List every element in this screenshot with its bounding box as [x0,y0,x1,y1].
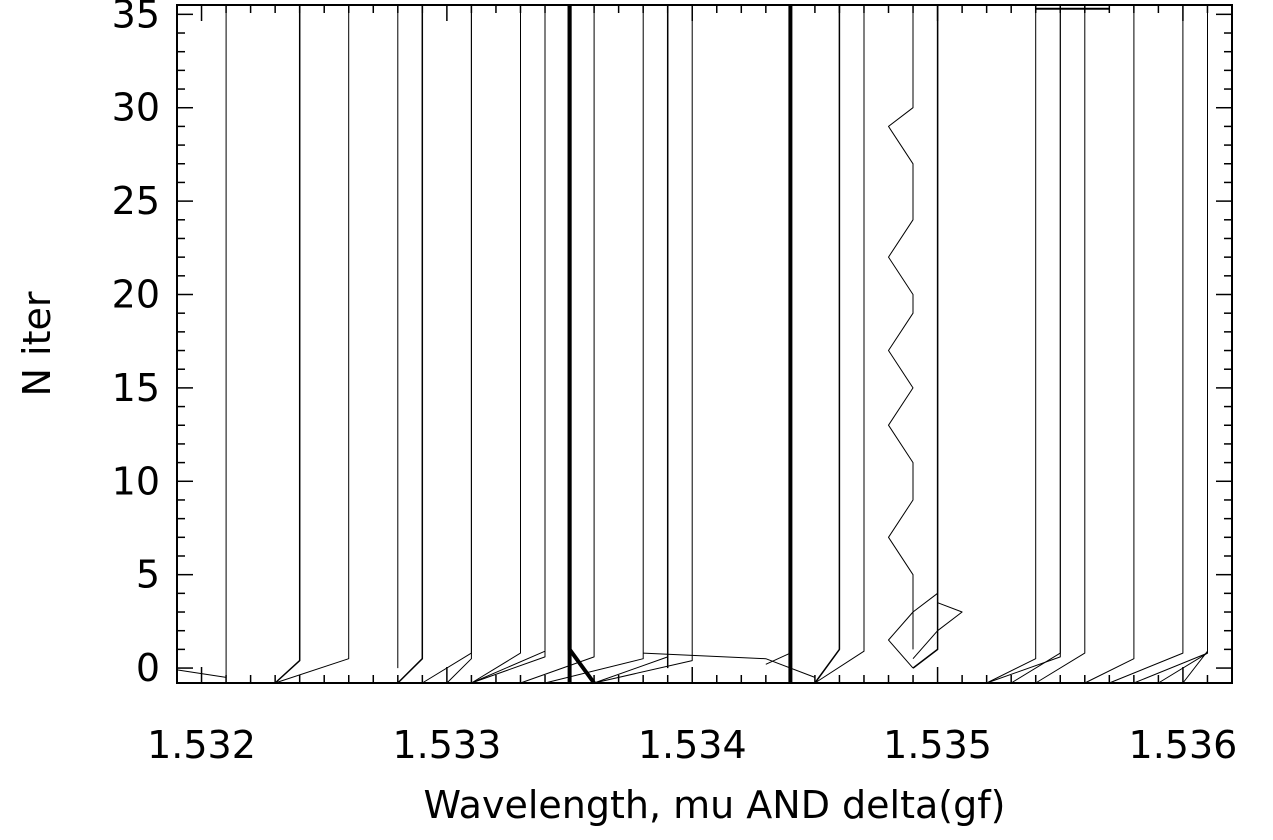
series-line-13 [520,5,595,684]
plot-frame [176,4,1233,684]
series-line-14 [544,5,644,684]
series-line-2 [274,5,301,684]
series-line-23 [888,5,914,650]
series-line-28 [986,5,1061,684]
series-line-26 [888,5,939,669]
series-line-17 [593,5,693,684]
series-line-9 [471,5,546,684]
series-line-21 [814,5,841,684]
x-tick-labels: 1.532 1.533 1.534 1.535 1.536 [147,723,1237,767]
y-tick-label: 0 [136,646,160,690]
series-line-33 [1133,5,1208,684]
y-tick-label: 5 [136,553,160,597]
series-line-5 [397,5,424,684]
series-line-30 [1035,5,1086,684]
axis-ticks [176,5,1233,683]
y-tick-labels: 0 5 10 15 20 25 30 35 [112,0,160,690]
series-line-1 [176,5,227,678]
x-tick-label: 1.536 [1129,723,1238,767]
series-line-6 [422,5,472,684]
y-tick-label: 10 [112,459,160,503]
series-line-29 [1010,5,1061,684]
series-line-8 [471,5,521,684]
y-tick-label: 30 [112,86,160,130]
series-line-3 [274,5,350,684]
y-tick-label: 35 [112,0,160,36]
x-axis-title: Wavelength, mu AND delta(gf) [424,783,1006,827]
x-tick-label: 1.535 [883,723,992,767]
series-line-12 [567,5,596,685]
series-line-31 [1084,5,1135,684]
series-line-24 [912,5,939,669]
series-line-19 [765,5,791,665]
y-tick-label: 25 [112,179,160,223]
plot-lines [176,5,1208,685]
y-tick-label: 15 [112,366,160,410]
y-axis-title: N iter [15,291,59,396]
series-line-16 [593,5,669,684]
x-tick-label: 1.533 [392,723,501,767]
y-tick-label: 20 [112,273,160,317]
series-line-35 [1182,5,1208,684]
series-line-10 [471,5,546,684]
series-line-22 [814,5,865,684]
series-line-27 [986,5,1037,684]
series-line-32 [1109,5,1184,684]
series-line-7 [446,5,472,684]
x-tick-label: 1.534 [638,723,747,767]
series-line-18 [643,652,816,678]
x-tick-label: 1.532 [147,723,256,767]
